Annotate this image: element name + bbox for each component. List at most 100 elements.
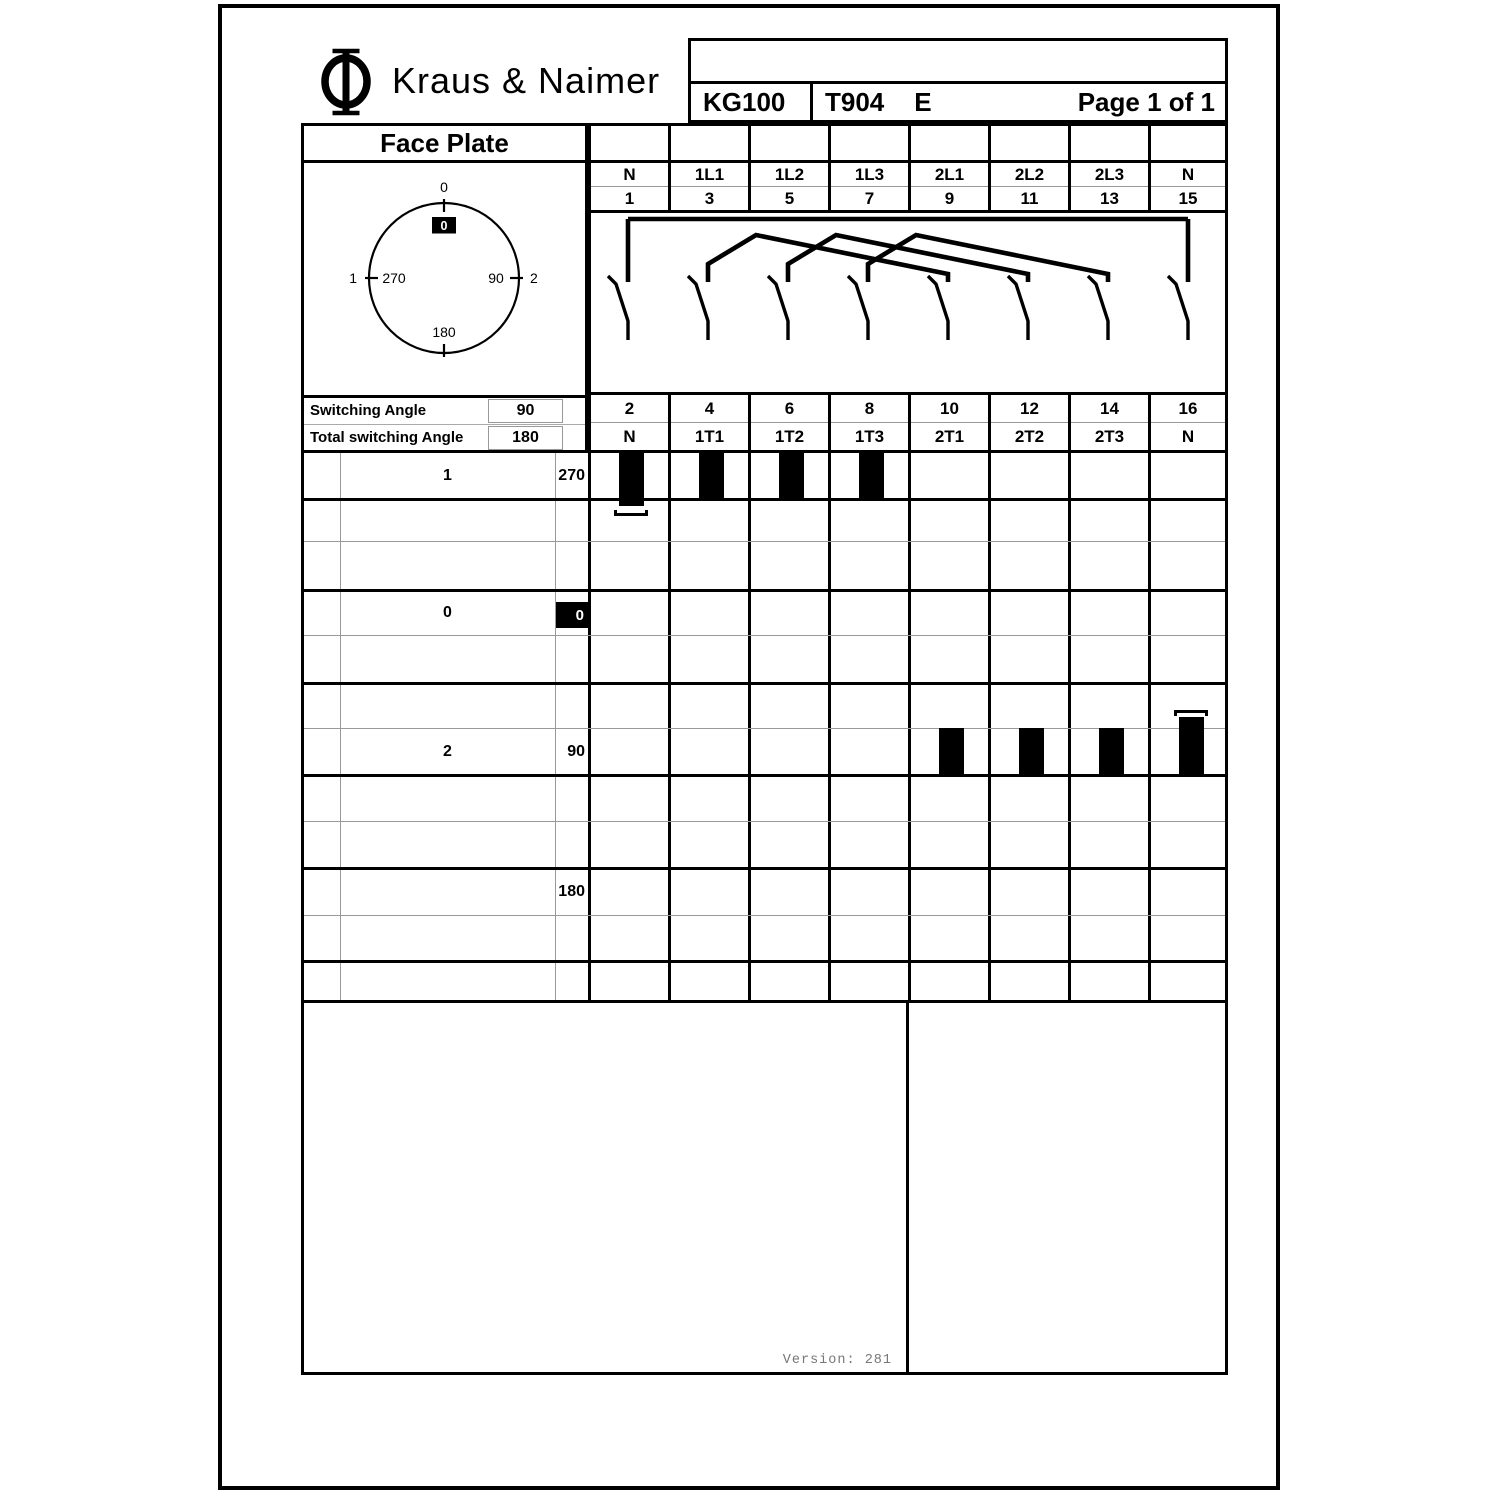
dial-position-left: 1 [349, 270, 357, 286]
contact-column-divider [588, 453, 591, 1000]
terminal-top-cell: 2L1 9 [911, 163, 991, 210]
contact-column-top-cell [1151, 126, 1225, 160]
matrix-angle-label: 180 [558, 882, 585, 900]
terminal-bottom-cell: 8 1T3 [831, 395, 911, 450]
terminal-bottom-cell: 10 2T1 [911, 395, 991, 450]
contact-column-top-cell [591, 126, 671, 160]
contact-blade [1166, 274, 1190, 340]
page-indicator: Page 1 of 1 [1077, 86, 1215, 117]
matrix-row-line [304, 960, 1225, 963]
terminal-bottom-cell: 14 2T3 [1071, 395, 1151, 450]
terminal-number: 1 [624, 188, 635, 208]
matrix-row-line [304, 821, 1225, 822]
contact-column-top-cell [1071, 126, 1151, 160]
matrix-angle-marker: 0 [556, 602, 589, 628]
matrix-row-line [304, 635, 1225, 636]
switching-angle-label: Switching Angle [310, 402, 427, 420]
dial-angle-left: 270 [382, 270, 406, 286]
contact-column-divider [828, 453, 831, 1000]
contact-state-matrix: 1 270 0 0 2 90 180 [301, 450, 1228, 1003]
contact-closed-bar [619, 453, 644, 506]
contact-column-divider [668, 453, 671, 1000]
contact-column-divider [748, 453, 751, 1000]
terminal-number: 2 [591, 395, 668, 423]
contact-column-top-cell [991, 126, 1071, 160]
terminal-name: N [1181, 426, 1195, 446]
terminal-name: 1L1 [671, 163, 748, 187]
dial-marker-label: 0 [441, 219, 448, 233]
contact-column-top-cell [751, 126, 831, 160]
contact-closed-bar [1179, 717, 1204, 775]
terminal-number: 15 [1178, 188, 1198, 208]
contact-blade [846, 274, 870, 340]
terminal-number: 10 [911, 395, 988, 423]
terminal-name: N [1151, 163, 1225, 187]
matrix-position-label: 0 [443, 603, 452, 621]
dial-angle-bottom: 180 [432, 324, 456, 340]
neutral-bus-link [625, 216, 1191, 282]
contact-blade [606, 274, 630, 340]
terminal-name: 1T2 [774, 426, 805, 446]
terminal-number: 7 [864, 188, 875, 208]
matrix-row-line [304, 498, 1225, 501]
terminal-top-cell: N 15 [1151, 163, 1225, 210]
terminal-bottom-cell: 16 N [1151, 395, 1225, 450]
contact-column-divider [1068, 453, 1071, 1000]
terminal-number: 3 [704, 188, 715, 208]
terminal-header-top: N 1 1L1 3 1L2 5 1L3 7 2L1 9 2L2 11 2L3 13 N 15 [588, 160, 1228, 213]
contact-column-tops [588, 123, 1228, 163]
matrix-row-line [304, 915, 1225, 916]
terminal-name: 2L2 [991, 163, 1068, 187]
label-column-divider [340, 453, 341, 1000]
notes-box-right [906, 1000, 1228, 1375]
page-border [218, 4, 1280, 1490]
matrix-row-line [304, 682, 1225, 685]
terminal-name: 1L2 [751, 163, 828, 187]
terminal-name: 1T3 [854, 426, 885, 446]
switching-angle-table: Switching Angle 90 Total switching Angle… [301, 395, 588, 450]
terminal-top-cell: 2L2 11 [991, 163, 1071, 210]
matrix-row-line [304, 728, 1225, 729]
dial-position-right: 2 [530, 270, 538, 286]
terminal-name: N [591, 163, 668, 187]
bridging-contact-cap [614, 510, 648, 516]
terminal-bottom-cell: 4 1T1 [671, 395, 751, 450]
contact-blade [1006, 274, 1030, 340]
face-plate-dial-panel: 0 1 2 270 90 180 0 [301, 163, 588, 395]
contact-column-top-cell [671, 126, 751, 160]
terminal-number: 13 [1100, 188, 1119, 208]
dial-angle-right: 90 [488, 270, 504, 286]
face-plate-title: Face Plate [301, 123, 588, 163]
bridging-contact-cap [1174, 710, 1208, 716]
contact-blade [766, 274, 790, 340]
terminal-top-cell: 1L1 3 [671, 163, 751, 210]
label-column-divider [555, 453, 556, 1000]
matrix-position-label: 2 [443, 742, 452, 760]
terminal-number: 9 [944, 188, 955, 208]
matrix-row-line [304, 867, 1225, 870]
contact-schematic [588, 210, 1228, 395]
product-code: KG100 [691, 84, 813, 120]
switching-angle-value: 90 [488, 399, 563, 423]
terminal-top-cell: 2L3 13 [1071, 163, 1151, 210]
type-code: T904 [825, 86, 885, 117]
contact-closed-bar [779, 453, 804, 499]
terminal-top-cell: 1L2 5 [751, 163, 831, 210]
dial-current-position-marker [432, 217, 456, 234]
terminal-number: 6 [751, 395, 828, 423]
terminal-number: 8 [831, 395, 908, 423]
terminal-name: 2T3 [1094, 426, 1125, 446]
phase-link [865, 232, 1111, 282]
terminal-bottom-cell: 12 2T2 [991, 395, 1071, 450]
dial-position-top: 0 [440, 179, 448, 195]
terminal-bottom-cell: 6 1T2 [751, 395, 831, 450]
terminal-name: 1L3 [831, 163, 908, 187]
contact-column-divider [988, 453, 991, 1000]
matrix-row-line [304, 774, 1225, 777]
terminal-number: 16 [1151, 395, 1225, 423]
matrix-position-label: 1 [443, 467, 452, 484]
matrix-row-line [304, 541, 1225, 542]
contact-blade [686, 274, 710, 340]
